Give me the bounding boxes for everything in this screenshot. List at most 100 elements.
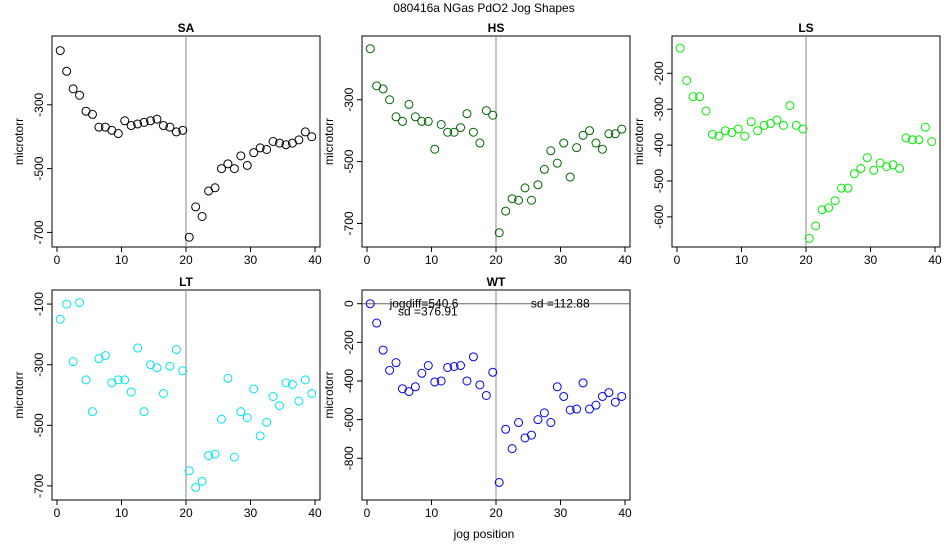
data-point <box>456 361 466 371</box>
data-point <box>281 378 291 388</box>
data-point <box>882 162 892 172</box>
data-point <box>468 127 478 137</box>
y-axis-label: microtorr <box>322 118 336 165</box>
x-tick-label: 10 <box>115 253 129 267</box>
panel-title: HS <box>488 21 505 35</box>
x-tick-label: 20 <box>799 253 813 267</box>
x-tick-label: 10 <box>115 506 129 520</box>
data-point <box>707 129 717 139</box>
data-point <box>475 138 485 148</box>
data-point <box>468 352 478 362</box>
data-point <box>688 92 698 102</box>
data-point <box>236 407 246 417</box>
data-point <box>55 314 65 324</box>
panel-hs: HS 0 10 20 30 40 -700 -500 -300 microtorr <box>322 21 632 267</box>
x-tick-label: 30 <box>554 253 568 267</box>
data-point <box>210 449 220 459</box>
data-point <box>591 400 601 410</box>
data-point <box>430 377 440 387</box>
data-point <box>494 477 504 487</box>
data-point <box>830 196 840 206</box>
data-point <box>856 163 866 173</box>
x-tick-label: 30 <box>554 506 568 520</box>
data-point <box>300 127 310 137</box>
data-point <box>546 418 556 428</box>
data-point <box>113 129 123 139</box>
panel-title: LS <box>798 21 813 35</box>
data-point <box>287 379 297 389</box>
data-point <box>585 404 595 414</box>
data-point <box>539 164 549 174</box>
data-point <box>559 138 569 148</box>
data-point <box>397 116 407 126</box>
y-tick-label: -700 <box>32 474 46 498</box>
data-point <box>778 120 788 130</box>
data-point <box>152 114 162 124</box>
data-point <box>294 135 304 145</box>
data-point <box>158 121 168 131</box>
x-tick-label: 10 <box>735 253 749 267</box>
y-tick-label: -200 <box>652 61 666 85</box>
data-point <box>223 159 233 169</box>
data-point <box>275 138 285 148</box>
data-point <box>113 375 123 385</box>
data-point <box>204 451 214 461</box>
data-point <box>55 46 65 56</box>
data-point <box>126 121 136 131</box>
data-point <box>410 112 420 122</box>
data-point <box>417 116 427 126</box>
x-tick-label: 20 <box>489 506 503 520</box>
data-point <box>268 392 278 402</box>
data-point <box>300 375 310 385</box>
data-point <box>591 138 601 148</box>
data-point <box>307 388 317 398</box>
data-point <box>481 106 491 116</box>
data-point <box>526 430 536 440</box>
data-point <box>481 390 491 400</box>
data-point <box>759 120 769 130</box>
y-tick-label: 0 <box>342 300 356 307</box>
data-point <box>262 417 272 427</box>
panel-ls: LS 0 10 20 30 40 -600 -500 -400 -300 -200 microtorr <box>632 21 942 267</box>
panel-lt: LT 0 10 20 30 40 -700 -500 -300 -100 microtorr <box>12 275 322 520</box>
data-point <box>733 124 743 134</box>
data-point <box>229 452 239 462</box>
data-point <box>578 130 588 140</box>
data-point <box>191 202 201 212</box>
data-point <box>565 405 575 415</box>
data-point <box>165 361 175 371</box>
data-point <box>268 137 278 146</box>
data-point <box>178 366 188 376</box>
data-point <box>423 361 433 371</box>
data-point <box>229 164 239 174</box>
data-point <box>223 373 233 383</box>
data-point <box>391 358 401 368</box>
data-point <box>695 92 705 102</box>
data-point <box>604 388 614 398</box>
data-point <box>191 482 201 492</box>
data-point <box>171 127 181 137</box>
data-point <box>462 109 472 119</box>
data-point <box>62 66 72 76</box>
data-point <box>365 299 375 309</box>
panel-title: LT <box>179 275 193 289</box>
data-point <box>552 158 562 168</box>
data-point <box>430 144 440 154</box>
x-tick-label: 0 <box>674 253 681 267</box>
data-point <box>262 144 272 154</box>
y-tick-label: -400 <box>652 133 666 157</box>
panel-title: SA <box>178 21 195 35</box>
y-axis-label: microtorr <box>322 371 336 418</box>
y-tick-label: -800 <box>342 446 356 470</box>
y-axis-label: microtorr <box>632 118 646 165</box>
data-point <box>572 404 582 414</box>
data-point <box>68 84 78 94</box>
data-point <box>552 382 562 392</box>
data-point <box>178 125 188 135</box>
data-point <box>139 407 149 417</box>
data-point <box>824 203 834 213</box>
data-point <box>139 117 149 127</box>
x-tick-label: 40 <box>618 253 632 267</box>
data-point <box>682 75 692 85</box>
data-point <box>404 387 414 397</box>
